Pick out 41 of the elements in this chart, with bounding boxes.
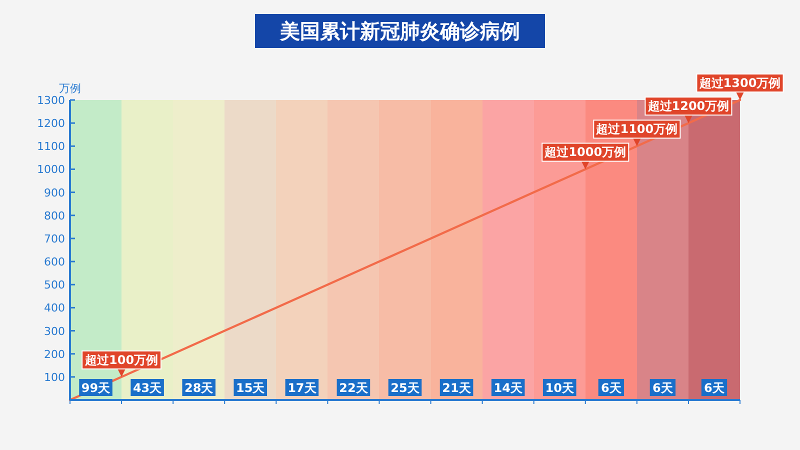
band-label: 10天: [542, 379, 576, 396]
chart-title: 美国累计新冠肺炎确诊病例: [279, 19, 520, 43]
band-label: 25天: [388, 379, 422, 396]
band-label: 99天: [79, 379, 112, 396]
y-tick-label: 800: [44, 209, 65, 222]
annotation: 超过1100万例: [595, 122, 678, 136]
band-label: 21天: [440, 379, 474, 396]
annotation: 超过1300万例: [698, 76, 781, 90]
annotation: 超过1300万例: [696, 74, 784, 100]
band-label: 17天: [285, 379, 319, 396]
y-tick-label: 100: [44, 370, 65, 384]
band-label: 6天: [598, 379, 624, 396]
band-label: 6天: [701, 379, 728, 396]
annotation: 超过100万例: [84, 352, 158, 367]
annotation: 超过1200万例: [644, 96, 732, 124]
y-tick-label: 1000: [37, 163, 65, 176]
y-tick-label: 1200: [37, 117, 65, 130]
annotation: 超过1000万例: [544, 145, 626, 160]
annotation: 6天: [652, 381, 674, 395]
annotation: 超过100万例: [82, 350, 162, 377]
annotation: 超过1100万例: [593, 120, 681, 146]
annotation: 超过1000万例: [542, 142, 630, 170]
title: 美国累计新冠肺炎确诊病例: [255, 14, 545, 48]
annotation: 超过1200万例: [646, 99, 730, 114]
y-tick-label: 400: [44, 302, 65, 315]
y-tick-label: 600: [44, 256, 65, 269]
band-label: 43天: [130, 379, 164, 396]
y-tick-label: 200: [44, 348, 65, 361]
y-tick-label: 1300: [37, 94, 65, 107]
y-tick-label: 1100: [37, 140, 65, 154]
y-tick-label: 700: [44, 232, 65, 246]
y-tick-label: 500: [44, 278, 65, 292]
band-label: 28天: [182, 379, 216, 396]
annotation: 6天: [704, 381, 726, 395]
y-tick-label: 900: [44, 186, 65, 200]
y-tick-label: 300: [44, 324, 65, 338]
band-label: 15天: [234, 379, 268, 396]
band-label: 6天: [650, 379, 676, 396]
y-axis-title: 万例: [59, 82, 81, 95]
band-label: 22天: [336, 379, 370, 396]
band-label: 14天: [491, 379, 525, 396]
